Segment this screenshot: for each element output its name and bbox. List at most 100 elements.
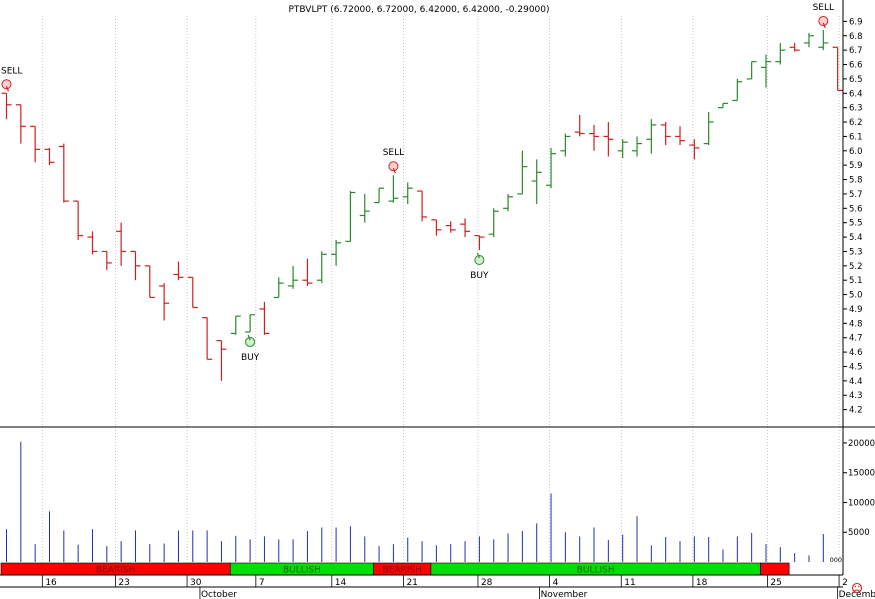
price-tick-label: 6.0 (849, 147, 863, 157)
trend-label: BEARISH (383, 566, 422, 576)
ohlc-bar (73, 200, 84, 240)
ohlc-bar (832, 46, 843, 92)
frown-eye (858, 585, 860, 588)
buy-signal: BUY (241, 334, 260, 363)
ohlc-bar (474, 235, 485, 251)
ohlc-bar (15, 104, 26, 144)
trade-signals: SELL BUY SELL BUY SELL (1, 3, 834, 363)
volume-axis: 5000 10000 15000 20000 000 (830, 439, 875, 564)
thumbs-up-icon (245, 334, 256, 347)
trend-segment (760, 562, 790, 576)
frown-icon[interactable] (851, 582, 863, 594)
price-tick-label: 5.4 (849, 233, 863, 243)
sell-signal: SELL (383, 148, 404, 174)
ohlc-bar (288, 265, 299, 289)
volume-tick-label: 15000 (848, 469, 875, 479)
price-tick-label: 4.4 (849, 377, 863, 387)
ohlc-bar (531, 159, 542, 204)
ohlc-bar (632, 136, 643, 157)
ohlc-bar (803, 32, 814, 48)
ohlc-bar (760, 54, 771, 88)
ohlc-bar (718, 102, 728, 109)
price-tick-label: 5.8 (849, 176, 863, 186)
ohlc-bar (216, 340, 227, 381)
ohlc-bar (1, 92, 12, 120)
price-tick-label: 4.2 (849, 406, 863, 416)
ohlc-bar (273, 277, 284, 299)
price-tick-label: 6.2 (849, 118, 863, 128)
price-tick-label: 6.5 (849, 75, 863, 85)
trend-fill (760, 562, 790, 576)
frown-mouth (854, 589, 860, 592)
ohlc-bar (488, 208, 499, 238)
price-tick-label: 5.9 (849, 161, 863, 171)
trend-segment: BEARISH (0, 562, 231, 576)
month-label: December (839, 590, 875, 599)
trend-band: BEARISH BULLISH BEARISH BULLISH (0, 562, 790, 576)
ohlc-bar (388, 175, 399, 203)
ohlc-bar (302, 258, 313, 286)
ohlc-bar (116, 222, 127, 266)
price-tick-label: 6.3 (849, 104, 863, 114)
ohlc-bar (101, 250, 112, 271)
price-tick-label: 6.6 (849, 61, 863, 71)
date-tick-label: 2 (842, 578, 848, 588)
frown-eye (854, 585, 856, 588)
date-tick-label: 4 (553, 578, 559, 588)
trend-segment: BEARISH (373, 562, 432, 576)
ohlc-bar (732, 78, 743, 102)
ohlc-bar (574, 114, 585, 137)
ohlc-bar (202, 316, 213, 360)
ohlc-bar (316, 251, 327, 284)
ohlc-bar (173, 261, 184, 281)
trend-label: BULLISH (577, 566, 615, 576)
sell-label: SELL (813, 3, 834, 13)
price-tick-label: 4.8 (849, 319, 863, 329)
price-tick-label: 6.7 (849, 46, 863, 56)
ohlc-bar (546, 147, 557, 189)
ohlc-bar (746, 61, 757, 80)
price-tick-label: 5.7 (849, 190, 863, 200)
ohlc-bar (517, 150, 528, 195)
ohlc-bar (560, 133, 571, 157)
sell-label: SELL (1, 66, 22, 76)
ohlc-bar (445, 221, 456, 233)
ohlc-bar (30, 125, 41, 163)
date-tick-label: 14 (335, 578, 347, 588)
thumbs-down-icon (1, 79, 12, 92)
date-tick-label: 11 (624, 578, 635, 588)
ohlc-bar (345, 191, 356, 242)
ohlc-bar (245, 314, 256, 333)
price-tick-label: 6.8 (849, 32, 863, 42)
price-tick-label: 5.5 (849, 219, 863, 229)
ohlc-bar (331, 239, 342, 266)
month-label: October (201, 590, 237, 599)
sell-label: SELL (383, 148, 404, 158)
date-tick-label: 25 (770, 578, 781, 588)
volume-unit-label: 000 (830, 556, 842, 564)
ohlc-bar (130, 250, 141, 281)
price-tick-label: 6.9 (849, 17, 863, 27)
price-tick-label: 5.0 (849, 291, 863, 301)
price-tick-label: 4.5 (849, 362, 863, 372)
thumbs-down-icon (818, 16, 829, 29)
trend-label: BEARISH (96, 566, 135, 576)
trend-label: BULLISH (283, 566, 321, 576)
ohlc-bar (187, 276, 198, 309)
price-tick-label: 5.1 (849, 276, 863, 286)
price-tick-label: 4.9 (849, 305, 863, 315)
ohlc-bar (402, 182, 413, 204)
trend-segment: BULLISH (430, 562, 761, 576)
ohlc-bar (259, 301, 270, 335)
ohlc-bar (431, 219, 442, 236)
buy-label: BUY (241, 353, 260, 363)
price-tick-label: 5.2 (849, 262, 863, 272)
date-tick-label: 16 (45, 578, 57, 588)
price-axis: 4.2 4.3 4.4 4.5 4.6 4.7 4.8 4.9 5.0 5.1 5.2 5.3 5.4 5… (843, 17, 863, 416)
price-tick-label: 6.1 (849, 132, 863, 142)
date-tick-label: 7 (259, 578, 265, 588)
ohlc-bar (689, 139, 700, 160)
ohlc-bar (359, 193, 370, 223)
volume-tick-label: 5000 (848, 528, 870, 538)
